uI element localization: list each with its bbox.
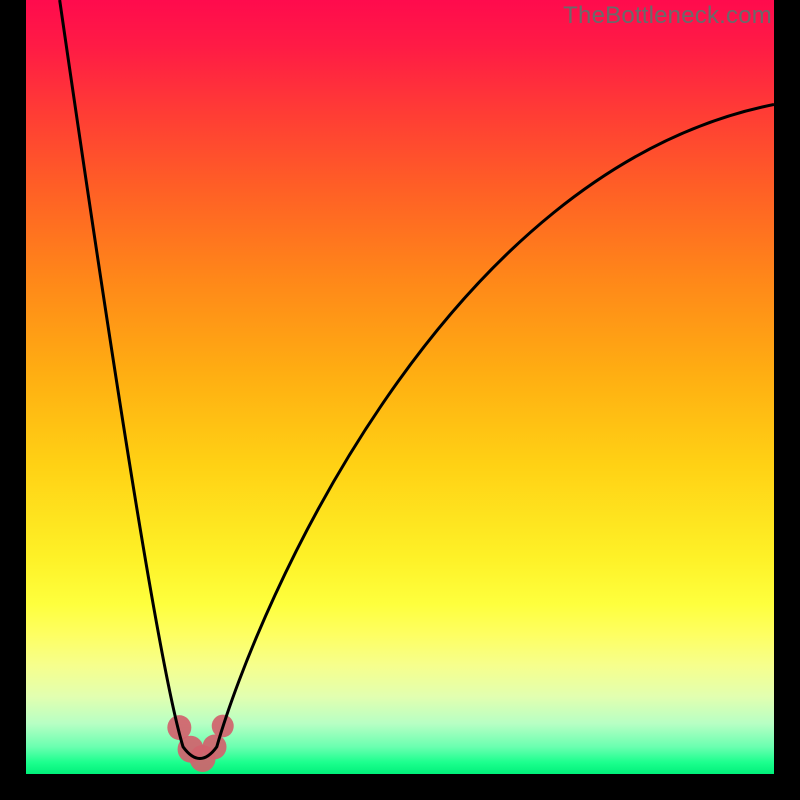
chart-svg: [26, 0, 774, 774]
curve-path: [60, 0, 774, 759]
watermark-text: TheBottleneck.com: [563, 2, 772, 30]
plot-area: [26, 0, 774, 774]
